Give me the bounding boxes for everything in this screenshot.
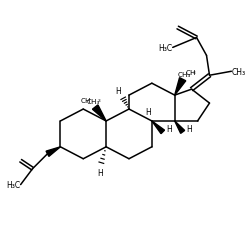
Text: $_3$: $_3$ — [97, 97, 101, 104]
Text: CH: CH — [185, 70, 195, 76]
Text: CH₃: CH₃ — [86, 99, 100, 105]
Text: CH₃: CH₃ — [177, 72, 191, 78]
Text: H: H — [165, 125, 171, 134]
Text: H₃C: H₃C — [7, 180, 21, 189]
Polygon shape — [151, 122, 164, 134]
Text: H: H — [186, 125, 192, 134]
Text: H₃C: H₃C — [158, 44, 172, 53]
Polygon shape — [46, 147, 60, 157]
Polygon shape — [174, 122, 184, 134]
Text: H: H — [115, 86, 120, 95]
Text: H: H — [144, 107, 150, 116]
Text: CH: CH — [80, 98, 91, 104]
Text: H: H — [97, 168, 103, 177]
Polygon shape — [92, 105, 106, 122]
Polygon shape — [174, 78, 185, 96]
Text: CH₃: CH₃ — [230, 67, 244, 76]
Text: $_3$: $_3$ — [191, 69, 195, 76]
